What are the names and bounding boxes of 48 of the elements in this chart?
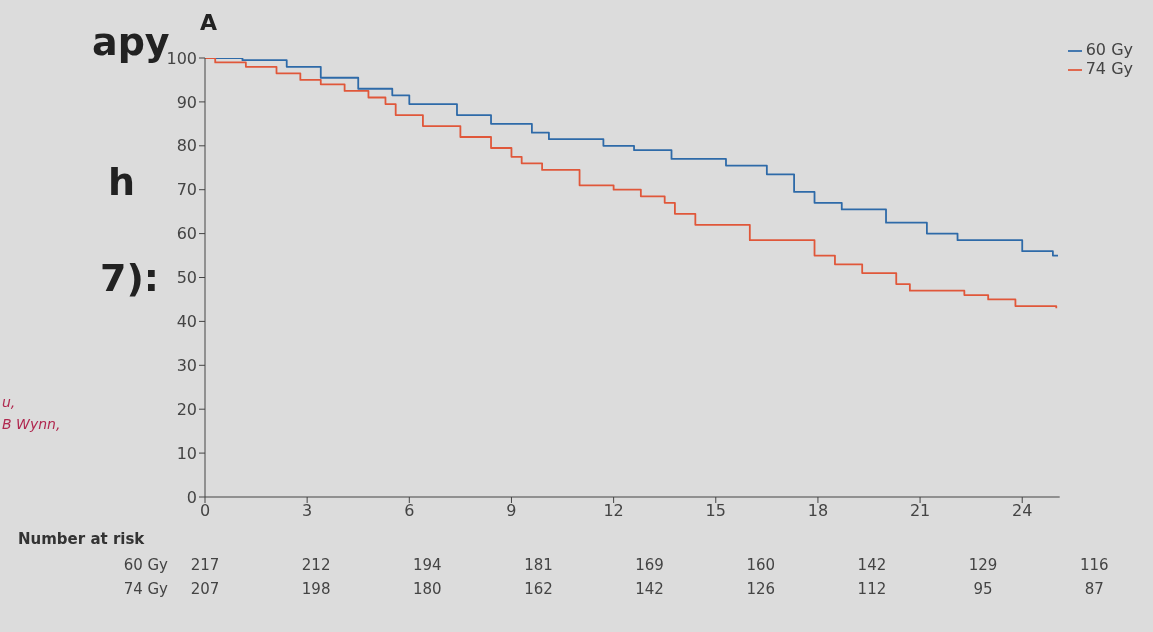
y-tick-label: 10 — [176, 443, 197, 463]
x-tick-label: 9 — [506, 501, 517, 521]
x-tick-label: 18 — [807, 501, 829, 521]
chart-title: A — [200, 10, 218, 35]
text: 169 — [634, 556, 665, 574]
y-tick-label: 80 — [176, 136, 197, 156]
text: 60 Gy — [122, 556, 168, 574]
y-tick-label: 30 — [176, 355, 197, 375]
x-tick-label: 21 — [909, 501, 931, 521]
text: 95 — [972, 580, 994, 598]
text: 7): — [100, 256, 160, 300]
x-tick-label: 24 — [1012, 501, 1033, 521]
y-tick-label: 60 — [176, 224, 197, 244]
text: 198 — [300, 580, 332, 598]
y-tick-label: 0 — [186, 487, 197, 507]
text: 74 Gy — [122, 580, 168, 598]
y-tick-label: 70 — [176, 180, 197, 200]
text: h — [108, 160, 136, 204]
text: 207 — [189, 580, 221, 598]
y-tick-label: 50 — [176, 268, 197, 288]
y-tick-label: 90 — [176, 92, 197, 112]
text: 162 — [523, 580, 554, 598]
text: 217 — [189, 556, 221, 574]
text: 181 — [523, 556, 554, 574]
text: Number at risk — [18, 530, 145, 548]
text: 160 — [745, 556, 777, 574]
text: 180 — [411, 580, 443, 598]
x-tick-label: 15 — [705, 501, 726, 521]
x-tick-label: 0 — [199, 501, 211, 521]
text: 194 — [411, 556, 443, 574]
text: 212 — [300, 556, 332, 574]
y-tick-label: 40 — [176, 312, 197, 332]
x-tick-label: 12 — [603, 501, 624, 521]
text: B Wynn, — [2, 416, 61, 432]
text: 87 — [1083, 580, 1105, 598]
legend-label: 60 Gy — [1085, 40, 1133, 59]
y-tick-label: 20 — [176, 399, 197, 419]
text: 142 — [634, 580, 665, 598]
text: 112 — [856, 580, 888, 598]
x-tick-label: 6 — [404, 501, 415, 521]
text: 142 — [856, 556, 888, 574]
y-tick-label: 100 — [166, 48, 197, 68]
text: 129 — [967, 556, 999, 574]
legend-label: 74 Gy — [1085, 59, 1133, 78]
text: 126 — [745, 580, 777, 598]
text: 116 — [1078, 556, 1110, 574]
text: u, — [2, 394, 16, 410]
x-tick-label: 3 — [302, 501, 313, 521]
